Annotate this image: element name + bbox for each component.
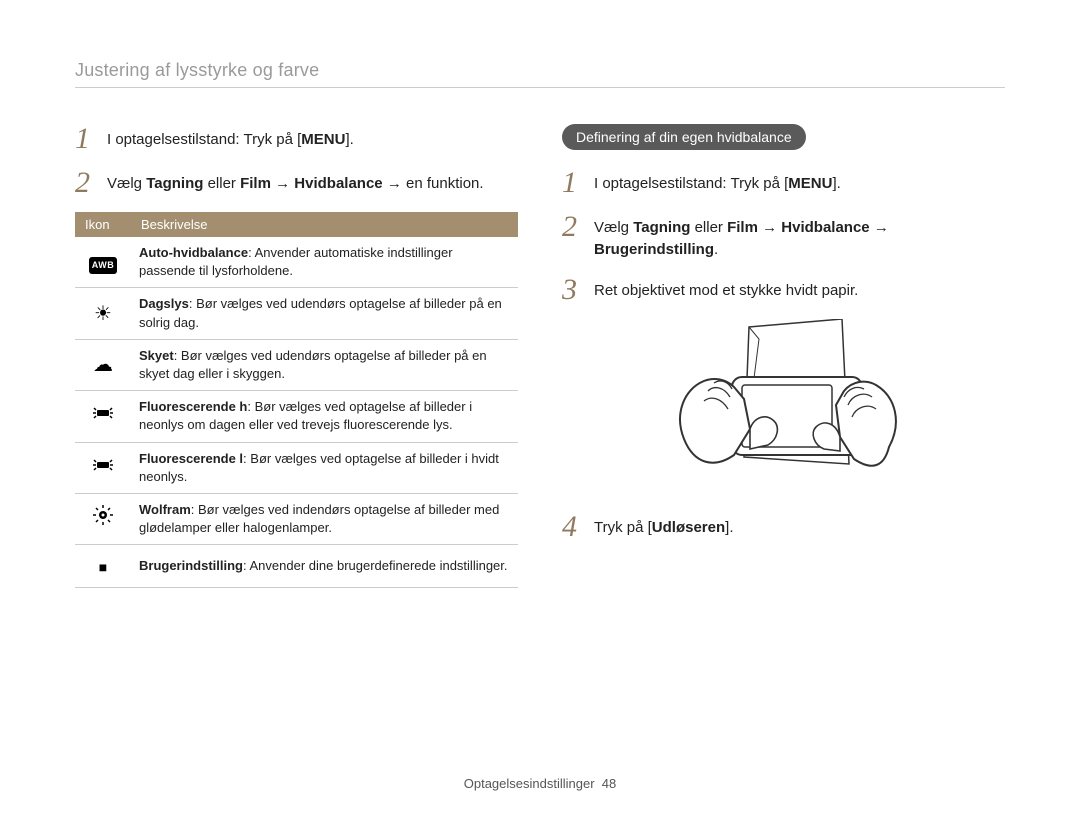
footer-label: Optagelsesindstillinger xyxy=(464,776,595,791)
table-row: ☁Skyet: Bør vælges ved udendørs optagels… xyxy=(75,339,518,390)
right-column: Definering af din egen hvidbalance 1 I o… xyxy=(562,124,1005,588)
wb-icon-fluorescerende-h xyxy=(75,391,131,442)
right-step-2: 2 Vælg Tagning eller Film → Hvidbalance … xyxy=(562,212,1005,261)
table-row: Fluorescerende l: Bør vælges ved optagel… xyxy=(75,442,518,493)
left-step-1: 1 I optagelsestilstand: Tryk på [MENU]. xyxy=(75,124,518,154)
section-heading-pill: Definering af din egen hvidbalance xyxy=(562,124,806,150)
left-step-2: 2 Vælg Tagning eller Film → Hvidbalance … xyxy=(75,168,518,198)
table-row: Fluorescerende h: Bør vælges ved optagel… xyxy=(75,391,518,442)
wb-desc: Fluorescerende h: Bør vælges ved optagel… xyxy=(131,391,518,442)
step-text: Vælg Tagning eller Film → Hvidbalance → … xyxy=(107,168,484,195)
wb-desc: Skyet: Bør vælges ved udendørs optagelse… xyxy=(131,339,518,390)
right-step-4: 4 Tryk på [Udløseren]. xyxy=(562,512,1005,542)
footer-page-number: 48 xyxy=(602,776,616,791)
wb-icon-auto-hvidbalance: AWB xyxy=(75,237,131,288)
wb-desc: Auto-hvidbalance: Anvender automatiske i… xyxy=(131,237,518,288)
white-balance-table: Ikon Beskrivelse AWBAuto-hvidbalance: An… xyxy=(75,212,518,588)
step-text: Vælg Tagning eller Film → Hvidbalance → … xyxy=(594,212,1005,261)
wb-icon-fluorescerende-l xyxy=(75,442,131,493)
table-row: AWBAuto-hvidbalance: Anvender automatisk… xyxy=(75,237,518,288)
wb-icon-brugerindstilling: ■ xyxy=(75,545,131,588)
step-text: Ret objektivet mod et stykke hvidt papir… xyxy=(594,275,858,302)
step-number: 1 xyxy=(75,124,107,154)
page-footer: Optagelsesindstillinger 48 xyxy=(0,776,1080,791)
table-row: Wolfram: Bør vælges ved indendørs optage… xyxy=(75,493,518,544)
step-number: 4 xyxy=(562,512,594,542)
content-columns: 1 I optagelsestilstand: Tryk på [MENU]. … xyxy=(75,124,1005,588)
table-header-icon: Ikon xyxy=(75,212,131,237)
step-number: 3 xyxy=(562,275,594,305)
right-step-3: 3 Ret objektivet mod et stykke hvidt pap… xyxy=(562,275,1005,305)
step-text: Tryk på [Udløseren]. xyxy=(594,512,734,539)
wb-desc: Fluorescerende l: Bør vælges ved optagel… xyxy=(131,442,518,493)
wb-desc: Brugerindstilling: Anvender dine brugerd… xyxy=(131,545,518,588)
wb-icon-wolfram xyxy=(75,493,131,544)
wb-desc: Dagslys: Bør vælges ved udendørs optagel… xyxy=(131,288,518,339)
step-text: I optagelsestilstand: Tryk på [MENU]. xyxy=(594,168,841,195)
wb-icon-dagslys: ☀ xyxy=(75,288,131,339)
wb-icon-skyet: ☁ xyxy=(75,339,131,390)
table-header-desc: Beskrivelse xyxy=(131,212,518,237)
table-row: ■Brugerindstilling: Anvender dine bruger… xyxy=(75,545,518,588)
left-column: 1 I optagelsestilstand: Tryk på [MENU]. … xyxy=(75,124,518,588)
illustration-hands-camera xyxy=(562,319,1005,494)
table-row: ☀Dagslys: Bør vælges ved udendørs optage… xyxy=(75,288,518,339)
step-number: 2 xyxy=(562,212,594,242)
step-number: 1 xyxy=(562,168,594,198)
right-step-1: 1 I optagelsestilstand: Tryk på [MENU]. xyxy=(562,168,1005,198)
wb-desc: Wolfram: Bør vælges ved indendørs optage… xyxy=(131,493,518,544)
page-title: Justering af lysstyrke og farve xyxy=(75,60,1005,88)
step-text: I optagelsestilstand: Tryk på [MENU]. xyxy=(107,124,354,151)
camera-hands-svg xyxy=(654,319,914,489)
step-number: 2 xyxy=(75,168,107,198)
manual-page: Justering af lysstyrke og farve 1 I opta… xyxy=(0,0,1080,588)
